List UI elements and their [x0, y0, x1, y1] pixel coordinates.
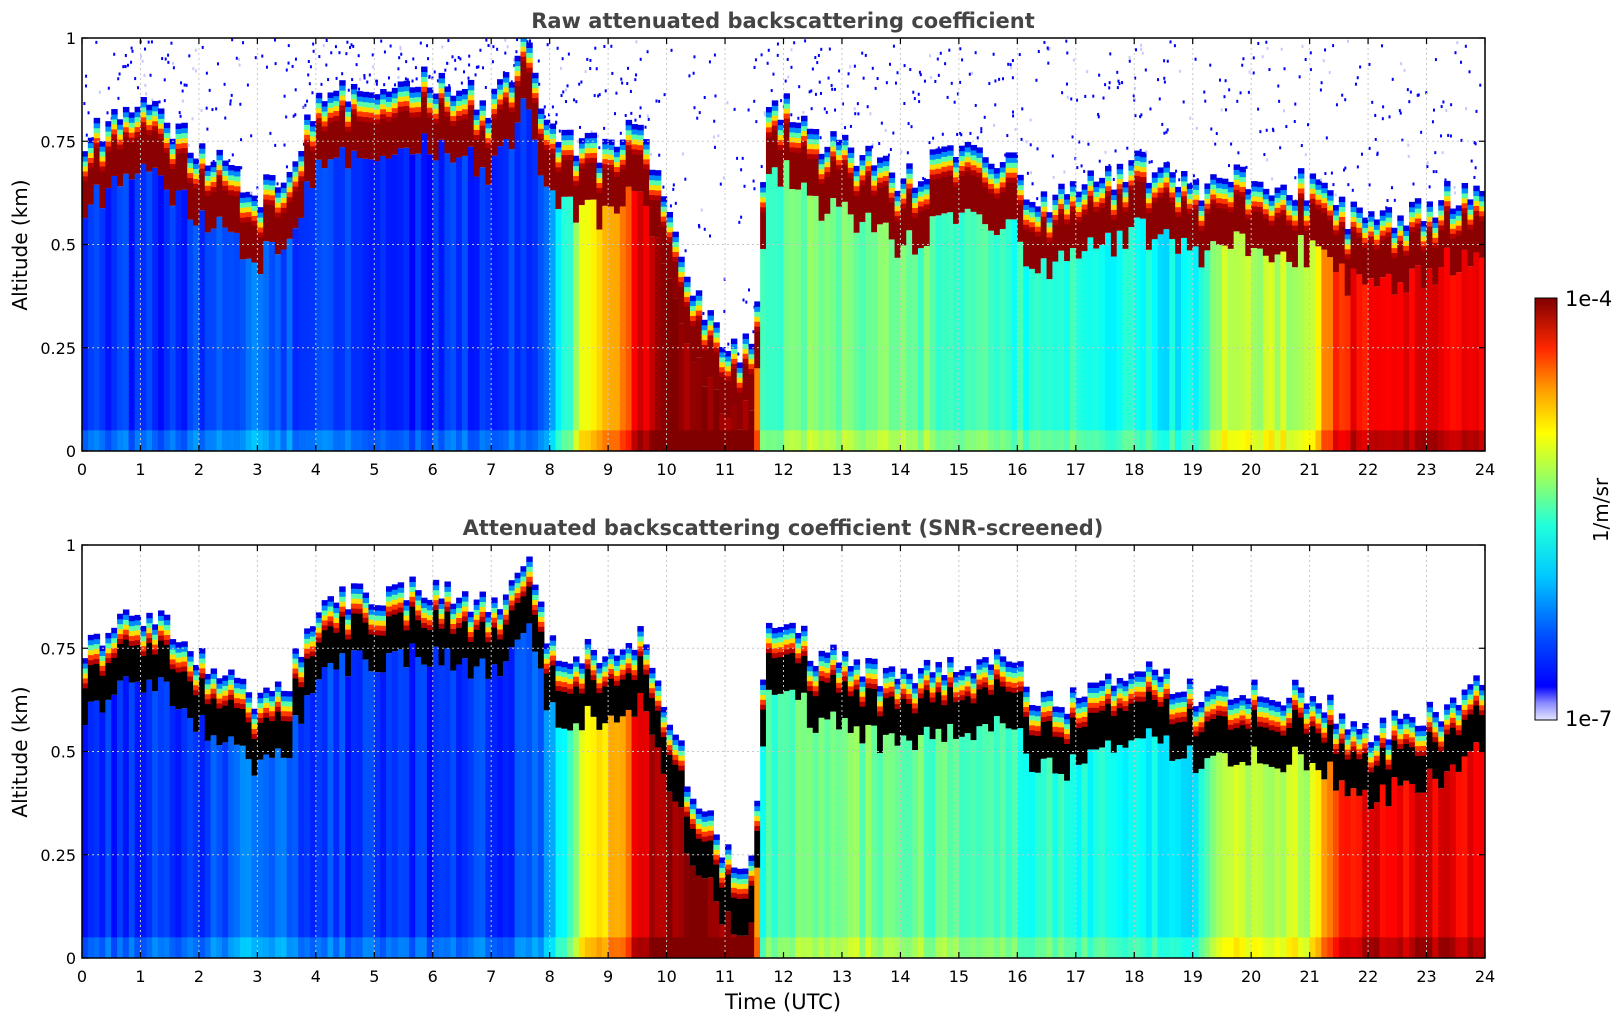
x-tick-label: 5 [369, 967, 379, 986]
x-tick-label: 4 [311, 967, 321, 986]
panel-raw: Raw attenuated backscattering coefficien… [8, 9, 1495, 479]
x-tick-label: 13 [832, 967, 852, 986]
x-tick-label: 1 [135, 967, 145, 986]
x-tick-label: 8 [545, 460, 555, 479]
x-tick-label: 14 [890, 967, 910, 986]
x-tick-label: 15 [949, 967, 969, 986]
heatmap-raw [82, 38, 1485, 451]
y-tick-label: 0.5 [51, 743, 76, 762]
x-tick-label: 19 [1183, 967, 1203, 986]
x-tick-label: 10 [656, 967, 676, 986]
x-tick-label: 21 [1299, 967, 1319, 986]
y-tick-label: 0.25 [40, 339, 76, 358]
x-tick-label: 17 [1066, 967, 1086, 986]
x-tick-label: 3 [252, 460, 262, 479]
x-tick-label: 17 [1066, 460, 1086, 479]
axis-ticks: 0 1 2 3 4 5 6 7 8 9 10 11 12 13 14 15 16 17 18 19 20 21 22 23 24… [40, 536, 1495, 986]
colorbar-gradient [1534, 297, 1558, 721]
colorbar-unit-label: 1/m/sr [1589, 477, 1613, 542]
x-tick-label: 2 [194, 460, 204, 479]
x-tick-label: 22 [1358, 460, 1378, 479]
y-tick-label: 0.75 [40, 639, 76, 658]
x-tick-label: 12 [773, 967, 793, 986]
x-tick-label: 20 [1241, 460, 1261, 479]
x-tick-label: 6 [428, 967, 438, 986]
y-axis-label: Altitude (km) [8, 686, 32, 817]
x-tick-label: 2 [194, 967, 204, 986]
x-tick-label: 1 [135, 460, 145, 479]
x-tick-label: 7 [486, 460, 496, 479]
x-tick-label: 15 [949, 460, 969, 479]
colorbar-min-label: 1e-7 [1565, 707, 1612, 731]
chart-title: Attenuated backscattering coefficient (S… [463, 516, 1104, 540]
x-tick-label: 4 [311, 460, 321, 479]
x-tick-label: 19 [1183, 460, 1203, 479]
x-tick-label: 9 [603, 460, 613, 479]
x-tick-label: 18 [1124, 967, 1144, 986]
y-tick-label: 0.75 [40, 132, 76, 151]
colorbar: 1e-4 1e-7 1/m/sr [1534, 287, 1613, 731]
y-tick-label: 0 [66, 442, 76, 461]
x-tick-label: 22 [1358, 967, 1378, 986]
y-tick-label: 1 [66, 536, 76, 555]
y-tick-label: 1 [66, 29, 76, 48]
y-tick-label: 0 [66, 949, 76, 968]
x-tick-label: 6 [428, 460, 438, 479]
chart-title: Raw attenuated backscattering coefficien… [531, 9, 1035, 33]
x-tick-label: 20 [1241, 967, 1261, 986]
x-tick-label: 14 [890, 460, 910, 479]
x-tick-label: 23 [1416, 967, 1436, 986]
x-tick-label: 24 [1475, 967, 1495, 986]
y-axis-label: Altitude (km) [8, 179, 32, 310]
x-tick-label: 21 [1299, 460, 1319, 479]
x-tick-label: 12 [773, 460, 793, 479]
heatmap-screened [82, 556, 1485, 958]
x-tick-label: 13 [832, 460, 852, 479]
y-tick-label: 0.5 [51, 236, 76, 255]
x-tick-label: 7 [486, 967, 496, 986]
x-axis-label: Time (UTC) [724, 990, 841, 1014]
x-tick-label: 0 [77, 460, 87, 479]
x-tick-label: 0 [77, 967, 87, 986]
x-tick-label: 16 [1007, 967, 1027, 986]
grid [82, 38, 1485, 451]
x-tick-label: 5 [369, 460, 379, 479]
x-tick-label: 23 [1416, 460, 1436, 479]
x-tick-label: 9 [603, 967, 613, 986]
grid [82, 545, 1485, 958]
axis-ticks: 0 1 2 3 4 5 6 7 8 9 10 11 12 13 14 15 16 17 18 19 20 21 22 23 24… [40, 29, 1495, 479]
x-tick-label: 8 [545, 967, 555, 986]
x-tick-label: 18 [1124, 460, 1144, 479]
x-tick-label: 11 [715, 967, 735, 986]
x-tick-label: 24 [1475, 460, 1495, 479]
colorbar-max-label: 1e-4 [1565, 287, 1612, 311]
y-tick-label: 0.25 [40, 846, 76, 865]
panel-snr-screened: Attenuated backscattering coefficient (S… [8, 516, 1495, 1014]
x-tick-label: 11 [715, 460, 735, 479]
x-tick-label: 10 [656, 460, 676, 479]
x-tick-label: 16 [1007, 460, 1027, 479]
x-tick-label: 3 [252, 967, 262, 986]
